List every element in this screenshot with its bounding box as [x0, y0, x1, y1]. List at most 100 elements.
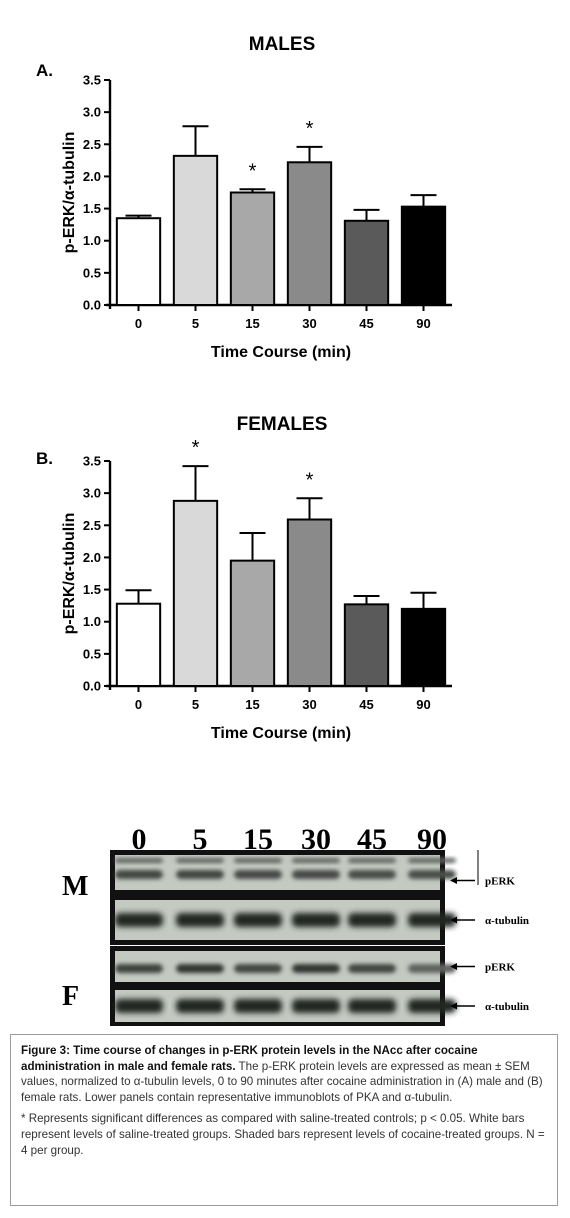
blot-band — [408, 999, 456, 1013]
significance-marker: * — [192, 437, 200, 459]
blot-time-label: 5 — [193, 823, 208, 856]
bar — [229, 559, 276, 687]
bar — [172, 154, 219, 306]
caption-body: The p-ERK protein levels are expressed a… — [21, 1059, 543, 1104]
y-axis-label: p-ERK/α-tubulin — [61, 513, 78, 635]
blot-band — [234, 858, 282, 863]
y-axis-label: p-ERK/α-tubulin — [61, 132, 78, 254]
x-tick-label: 30 — [302, 697, 316, 712]
x-tick-label: 90 — [416, 316, 430, 331]
blot-band — [408, 913, 456, 927]
bar — [343, 603, 390, 688]
y-tick-label: 1.5 — [83, 201, 101, 216]
x-tick-label: 15 — [245, 697, 259, 712]
blot-band — [115, 999, 163, 1013]
y-tick-label: 3.5 — [83, 73, 101, 88]
blot-row-label: α-tubulin — [485, 1001, 529, 1013]
panel-label: B. — [36, 449, 53, 468]
blot-band — [176, 858, 224, 863]
blot-arrow-head — [450, 1002, 457, 1010]
blot-band — [115, 858, 163, 863]
blot-band — [176, 913, 224, 927]
blot-band — [348, 913, 396, 927]
blot-panel-F: pERK α-tubulin F — [62, 946, 529, 1026]
blot-band — [115, 964, 163, 973]
caption-heading: Figure 3: Time course of changes in p-ER… — [21, 1044, 478, 1073]
blot-band — [234, 913, 282, 927]
bar — [286, 161, 333, 306]
blot-panel-M: pERK α-tubulin M — [62, 850, 529, 945]
bar — [286, 518, 333, 687]
bar — [400, 205, 447, 306]
significance-marker: * — [306, 118, 314, 140]
bar — [400, 607, 447, 688]
chart-females: FEMALES B. 0.0 0.5 1.0 1.5 2.0 2.5 3.0 3.5 0 5 * 15 30… — [36, 414, 452, 742]
chart-males: MALES A. 0.0 0.5 1.0 1.5 2.0 2.5 3.0 3.5 0 5 15 * 30 * 4… — [36, 34, 452, 361]
figure-caption: Figure 3: Time course of changes in p-ER… — [10, 1034, 558, 1206]
x-tick-label: 45 — [359, 316, 373, 331]
x-tick-label: 5 — [192, 697, 199, 712]
blot-band — [176, 964, 224, 973]
y-tick-label: 1.0 — [83, 233, 101, 248]
blot-band — [176, 870, 224, 879]
blot-band — [408, 858, 456, 863]
panel-label: A. — [36, 61, 53, 80]
blot-band — [292, 870, 340, 879]
caption-note: * Represents significant differences as … — [21, 1112, 545, 1157]
y-tick-label: 1.0 — [83, 614, 101, 629]
blot-row-label: α-tubulin — [485, 915, 529, 927]
blot-row-label: pERK — [485, 876, 515, 888]
blot-row-label: pERK — [485, 962, 515, 974]
x-tick-label: 5 — [192, 316, 199, 331]
x-tick-label: 15 — [245, 316, 259, 331]
chart-title: MALES — [249, 34, 316, 55]
y-tick-label: 0.5 — [83, 646, 101, 661]
blot-band — [115, 913, 163, 927]
blot-band — [292, 964, 340, 973]
bar — [172, 499, 219, 687]
blot-band — [348, 964, 396, 973]
blot-arrow-head — [450, 963, 457, 970]
blot-band — [348, 870, 396, 879]
y-tick-label: 2.5 — [83, 137, 101, 152]
blot-band — [348, 858, 396, 863]
chart-title: FEMALES — [237, 414, 328, 435]
y-tick-label: 3.0 — [83, 486, 101, 501]
bar — [115, 217, 162, 306]
y-tick-label: 0.0 — [83, 679, 101, 694]
bar — [115, 602, 162, 687]
bar — [229, 191, 276, 306]
blot-band — [408, 964, 456, 973]
y-tick-label: 2.0 — [83, 169, 101, 184]
y-tick-label: 1.5 — [83, 582, 101, 597]
significance-marker: * — [249, 160, 257, 182]
x-tick-label: 45 — [359, 697, 373, 712]
caption-main: Figure 3: Time course of changes in p-ER… — [21, 1043, 547, 1105]
y-tick-label: 2.0 — [83, 550, 101, 565]
blot-group-label: F — [62, 981, 79, 1012]
blot-band — [234, 870, 282, 879]
y-tick-label: 0.5 — [83, 265, 101, 280]
y-tick-label: 3.5 — [83, 454, 101, 469]
x-tick-label: 90 — [416, 697, 430, 712]
x-axis-label: Time Course (min) — [211, 725, 351, 742]
blot-band — [234, 999, 282, 1013]
blot-band — [176, 999, 224, 1013]
blot-band — [292, 858, 340, 863]
x-tick-label: 0 — [135, 697, 142, 712]
y-tick-label: 0.0 — [83, 298, 101, 313]
x-tick-label: 0 — [135, 316, 142, 331]
blot-band — [292, 913, 340, 927]
blot-band — [408, 870, 456, 879]
blot-band — [234, 964, 282, 973]
bar — [343, 219, 390, 307]
blot-arrow-head — [450, 916, 457, 924]
blot-arrow-head — [450, 877, 457, 884]
blot-band — [292, 999, 340, 1013]
blot-band — [115, 870, 163, 879]
blot-group-label: M — [62, 871, 88, 902]
blot-time-label: 0 — [132, 823, 147, 856]
x-tick-label: 30 — [302, 316, 316, 331]
